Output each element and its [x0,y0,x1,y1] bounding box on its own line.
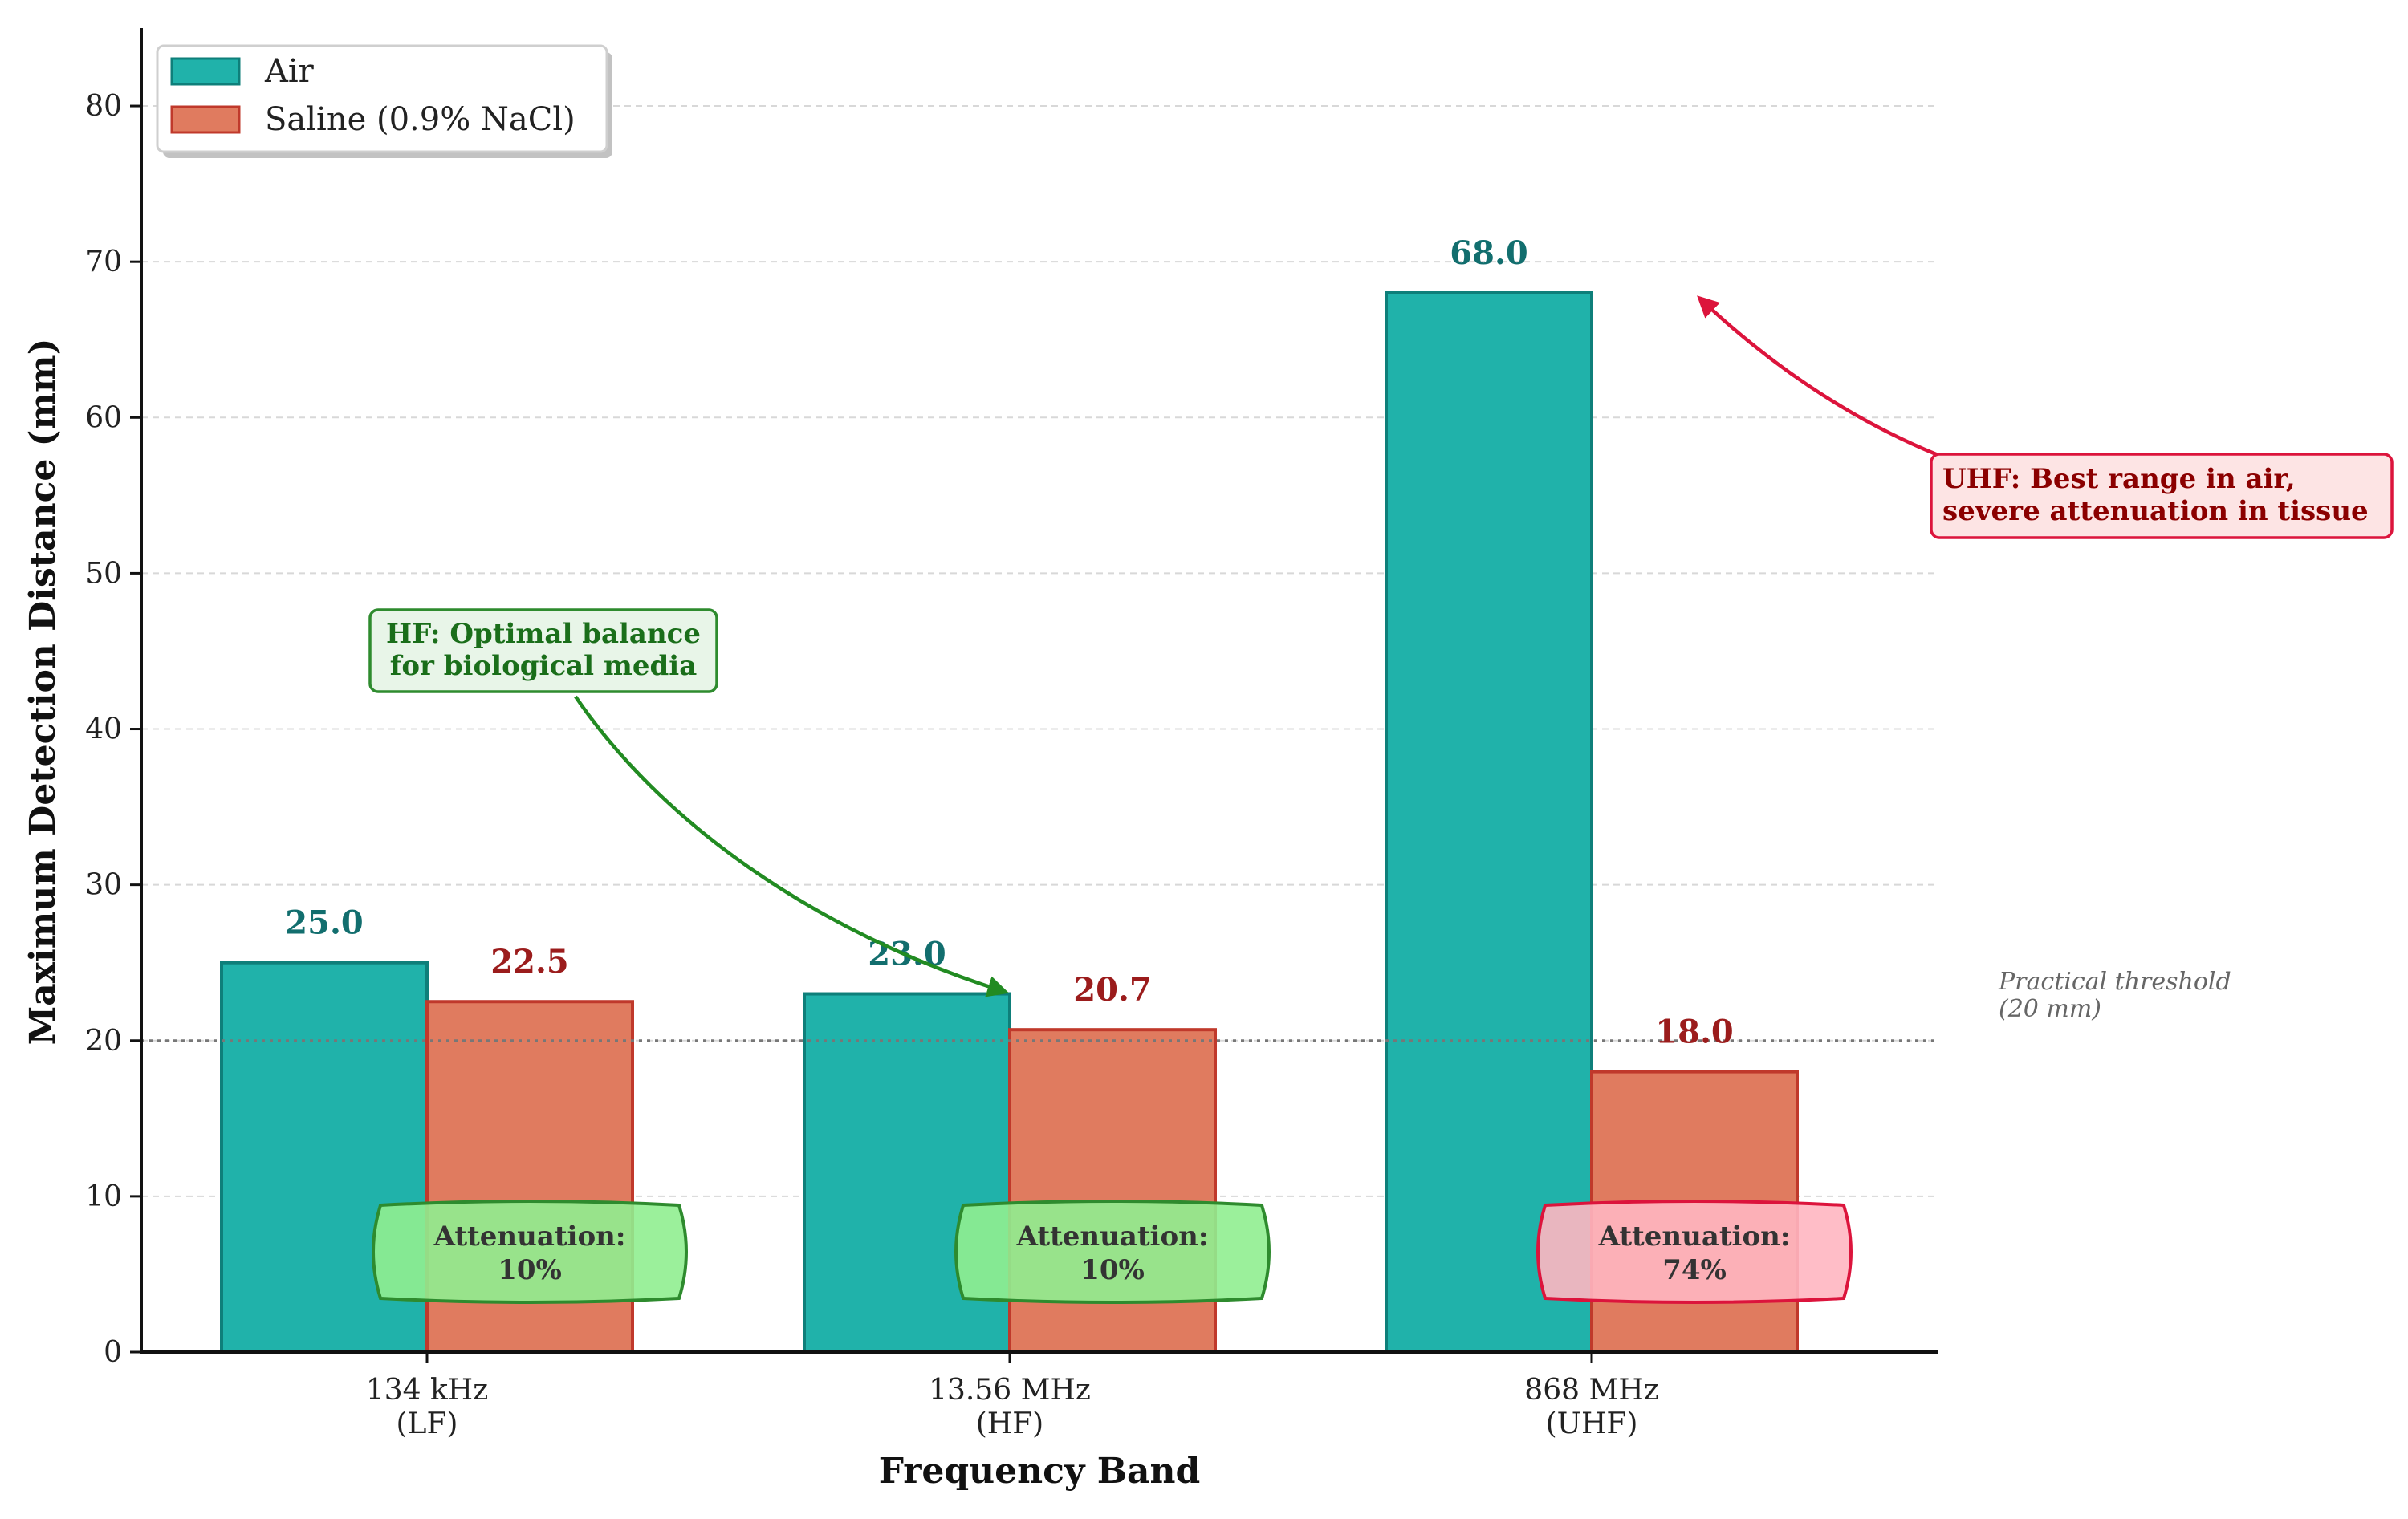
y-tick-label: 30 [85,869,122,902]
value-label: 68.0 [1450,234,1527,272]
x-tick-label: 13.56 MHz [929,1374,1091,1407]
bar [1385,291,1593,1354]
x-tick-label: (UHF) [1546,1407,1638,1440]
x-tick-label: 868 MHz [1524,1374,1658,1407]
threshold-line: Practical threshold(20 mm) [141,968,2231,1042]
attenuation-badge-label: Attenuation: [1598,1220,1791,1253]
threshold-label: Practical threshold [1998,968,2231,996]
uhf-annotation-arrow [1697,295,1937,457]
uhf-annotation-text: UHF: Best range in air, [1942,463,2296,495]
legend: Air Saline (0.9% NaCl) [156,44,612,158]
uhf-annotation-box [1930,453,2394,539]
y-tick-label: 0 [104,1336,122,1369]
y-tick-label: 20 [85,1025,122,1058]
attenuation-badge-value: 10% [1080,1254,1145,1286]
value-label: 22.5 [490,943,568,981]
y-axis-title: Maximum Detection Distance (mm) [22,339,63,1046]
bars [220,291,1799,1355]
value-labels: 25.023.068.022.520.718.0 [285,234,1733,1051]
hf-annotation-text: HF: Optimal balance [386,618,701,650]
attenuation-badge-label: Attenuation: [1016,1220,1209,1253]
y-tick-label: 10 [85,1180,122,1213]
hf-annotation-text: for biological media [390,650,698,682]
axes: 0 10 20 30 40 50 60 70 80 134 kHz(LF) 13.56 MHz(HF… [85,28,1938,1440]
y-tick-label: 50 [85,557,122,590]
x-tick-label: (LF) [397,1407,458,1440]
attenuation-badges: Attenuation:10%Attenuation:10%Attenuatio… [372,1200,1853,1304]
threshold-label: (20 mm) [1999,995,2101,1023]
value-label: 25.0 [285,904,363,942]
y-tick-label: 40 [85,713,122,746]
value-label: 20.7 [1073,971,1151,1009]
attenuation-badge [372,1200,688,1304]
hf-annotation-arrow [574,695,1010,997]
attenuation-badge [1536,1200,1853,1304]
attenuation-badge-value: 74% [1662,1254,1727,1286]
x-tick-label: (HF) [976,1407,1043,1440]
y-tick-label: 80 [85,90,122,123]
legend-swatch [170,57,241,86]
legend-swatch [170,105,241,134]
legend-label: Air [264,53,315,90]
value-label: 18.0 [1655,1013,1733,1051]
uhf-annotation-text: severe attenuation in tissue [1942,495,2369,527]
legend-label: Saline (0.9% NaCl) [265,101,576,138]
hf-annotation-box [368,608,718,693]
attenuation-badge-value: 10% [498,1254,562,1286]
x-tick-label: 134 kHz [366,1374,488,1407]
x-axis-title: Frequency Band [879,1451,1201,1492]
attenuation-badge [954,1200,1271,1304]
y-tick-label: 70 [85,246,122,278]
attenuation-badge-label: Attenuation: [433,1220,626,1253]
legend-box [156,44,608,153]
y-tick-label: 60 [85,401,122,434]
